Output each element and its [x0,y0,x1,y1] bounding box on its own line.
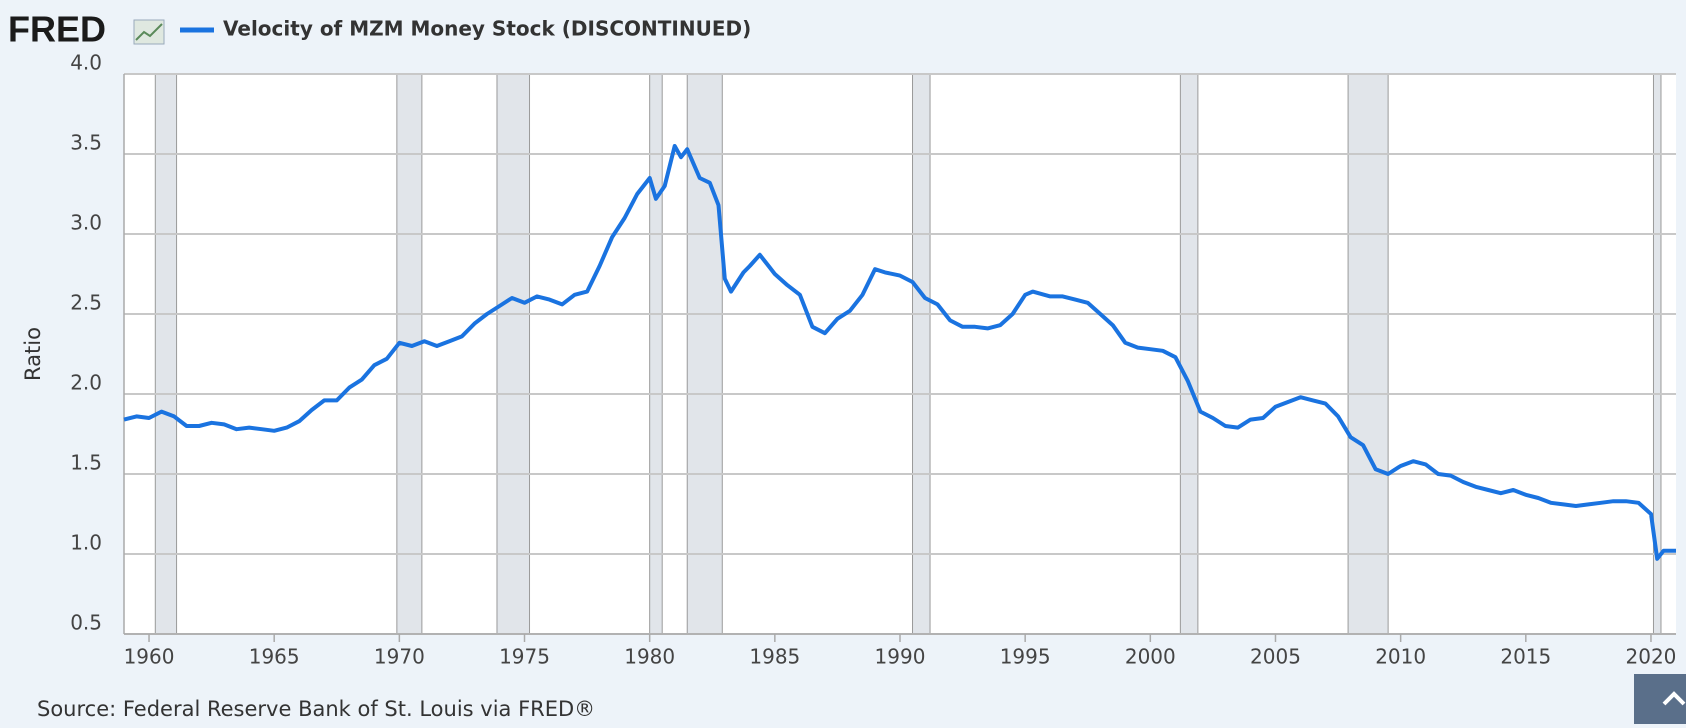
x-tick-label: 1980 [624,645,675,669]
x-tick-label: 2015 [1500,645,1551,669]
logo-icon [133,19,165,45]
back-to-top-icon [1662,691,1686,706]
x-tick-label: 1965 [249,645,300,669]
x-tick-label: 1960 [124,645,175,669]
recession-band [396,73,423,635]
recession-band [649,73,663,635]
recession-band [496,73,531,635]
data-line [123,144,1676,561]
y-axis-label: Ratio [21,327,45,381]
logo-icon-line [135,23,163,41]
y-tick-label: 3.0 [70,211,102,235]
x-tick-label: 1970 [374,645,425,669]
y-tick-label: 1.0 [70,531,102,555]
x-tick-label: 1995 [1000,645,1051,669]
y-tick-label: 4.0 [70,51,102,75]
recession-band [1179,73,1199,635]
recession-band [912,73,931,635]
logo: FRED [8,9,106,50]
plot-area [124,74,1676,634]
x-tick-label: 2020 [1626,645,1677,669]
legend-label: Velocity of MZM Money Stock (DISCONTINUE… [223,17,751,41]
x-tick-label: 2010 [1375,645,1426,669]
x-tick-label: 1975 [499,645,550,669]
x-tick-label: 2005 [1250,645,1301,669]
y-tick-label: 2.0 [70,371,102,395]
y-tick-label: 1.5 [70,451,102,475]
x-tick-label: 1990 [875,645,926,669]
y-tick-label: 2.5 [70,291,102,315]
recession-band [154,73,178,635]
x-tick-label: 2000 [1125,645,1176,669]
recession-band [1347,73,1389,635]
x-tick-label: 1985 [749,645,800,669]
source: Source: Federal Reserve Bank of St. Loui… [37,697,595,721]
y-tick-label: 0.5 [70,611,102,635]
y-tick-label: 3.5 [70,131,102,155]
